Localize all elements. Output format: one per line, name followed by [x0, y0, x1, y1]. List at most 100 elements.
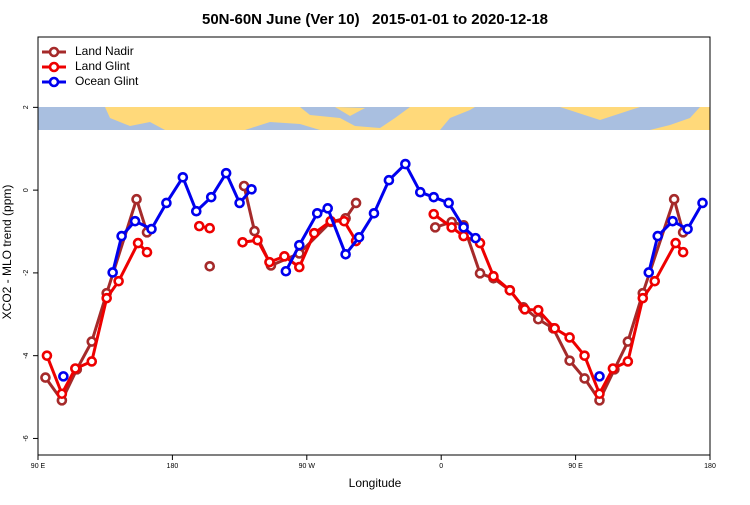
legend-marker	[48, 61, 60, 73]
data-point	[113, 275, 124, 287]
data-point	[58, 371, 69, 382]
x-axis-label: Longitude	[349, 476, 402, 490]
chart-title: 50N-60N June (Ver 10) 2015-01-01 to 2020…	[202, 11, 548, 28]
data-point	[532, 304, 544, 316]
data-point	[308, 227, 320, 239]
data-point	[353, 232, 365, 243]
data-point	[141, 246, 153, 258]
data-point	[607, 363, 619, 374]
data-point	[564, 355, 575, 366]
legend-label: Land Nadir	[75, 44, 134, 58]
data-point	[383, 174, 395, 186]
data-point	[205, 191, 217, 203]
data-point	[338, 215, 350, 227]
x-tick-label: 90 E	[568, 463, 583, 470]
data-point	[204, 222, 216, 234]
series-line	[44, 185, 685, 402]
y-tick-label: -4	[23, 352, 30, 358]
data-point	[579, 350, 590, 361]
data-point	[668, 193, 680, 205]
data-point	[280, 265, 292, 277]
data-point	[643, 267, 655, 278]
data-point	[70, 363, 81, 374]
data-point	[368, 208, 380, 219]
data-point	[237, 236, 248, 248]
data-point	[458, 222, 469, 233]
data-point	[670, 237, 681, 249]
data-point	[549, 323, 560, 334]
data-point	[177, 171, 189, 183]
data-point	[532, 313, 544, 325]
data-point	[56, 388, 68, 400]
data-point	[677, 246, 689, 258]
data-point	[246, 184, 257, 195]
plot-frame	[37, 36, 711, 456]
data-point	[340, 248, 351, 260]
data-point	[161, 197, 172, 209]
data-point	[220, 167, 232, 179]
data-point	[443, 197, 454, 209]
x-tick-label: 180	[167, 463, 179, 470]
data-point	[40, 372, 51, 383]
series-line	[45, 212, 685, 396]
data-point	[428, 208, 440, 220]
data-point	[594, 371, 605, 382]
legend-marker	[48, 46, 60, 58]
data-point	[622, 356, 634, 367]
data-point	[101, 292, 112, 304]
x-tick-label: 0	[439, 463, 443, 470]
data-point	[129, 215, 141, 227]
data-point	[116, 230, 127, 242]
data-point	[252, 234, 263, 246]
legend-marker	[48, 76, 60, 88]
data-point	[519, 304, 531, 315]
x-tick-label: 90 E	[31, 463, 46, 470]
data-point	[564, 332, 575, 343]
data-point	[350, 197, 362, 209]
data-point	[86, 356, 98, 367]
data-point	[132, 237, 144, 249]
y-axis-label: XCO2 - MLO trend (ppm)	[0, 185, 14, 320]
data-point	[579, 373, 590, 384]
data-point	[204, 260, 216, 272]
data-point	[190, 205, 202, 217]
data-point	[234, 197, 245, 209]
data-point	[637, 292, 649, 304]
data-point	[458, 230, 469, 242]
data-point	[193, 220, 205, 232]
data-point	[146, 223, 157, 235]
data-point	[428, 191, 440, 203]
y-tick-label: 2	[23, 105, 30, 109]
data-point	[474, 268, 486, 279]
y-tick-label: -2	[23, 270, 30, 276]
data-point	[294, 239, 305, 251]
data-point	[682, 223, 693, 235]
data-point	[594, 388, 605, 400]
data-point	[667, 215, 678, 227]
data-point	[322, 203, 334, 214]
map-strip	[38, 107, 710, 130]
data-point	[652, 230, 664, 242]
data-point	[697, 197, 708, 209]
data-point	[429, 222, 441, 233]
data-point	[41, 350, 53, 361]
data-point	[504, 284, 516, 296]
data-point	[414, 186, 426, 198]
data-point	[446, 222, 457, 233]
data-point	[649, 275, 661, 287]
data-point	[107, 267, 118, 278]
x-tick-label: 180	[704, 463, 716, 470]
data-point	[294, 261, 305, 273]
data-point	[400, 158, 411, 170]
data-point	[249, 225, 260, 237]
data-point	[279, 251, 290, 262]
legend-label: Ocean Glint	[75, 74, 139, 88]
data-point	[131, 193, 142, 205]
data-point	[311, 208, 323, 219]
x-tick-label: 90 W	[299, 463, 316, 470]
data-point	[470, 232, 481, 244]
y-tick-label: 0	[23, 188, 30, 192]
y-tick-label: -6	[23, 435, 30, 441]
data-point	[264, 256, 275, 268]
